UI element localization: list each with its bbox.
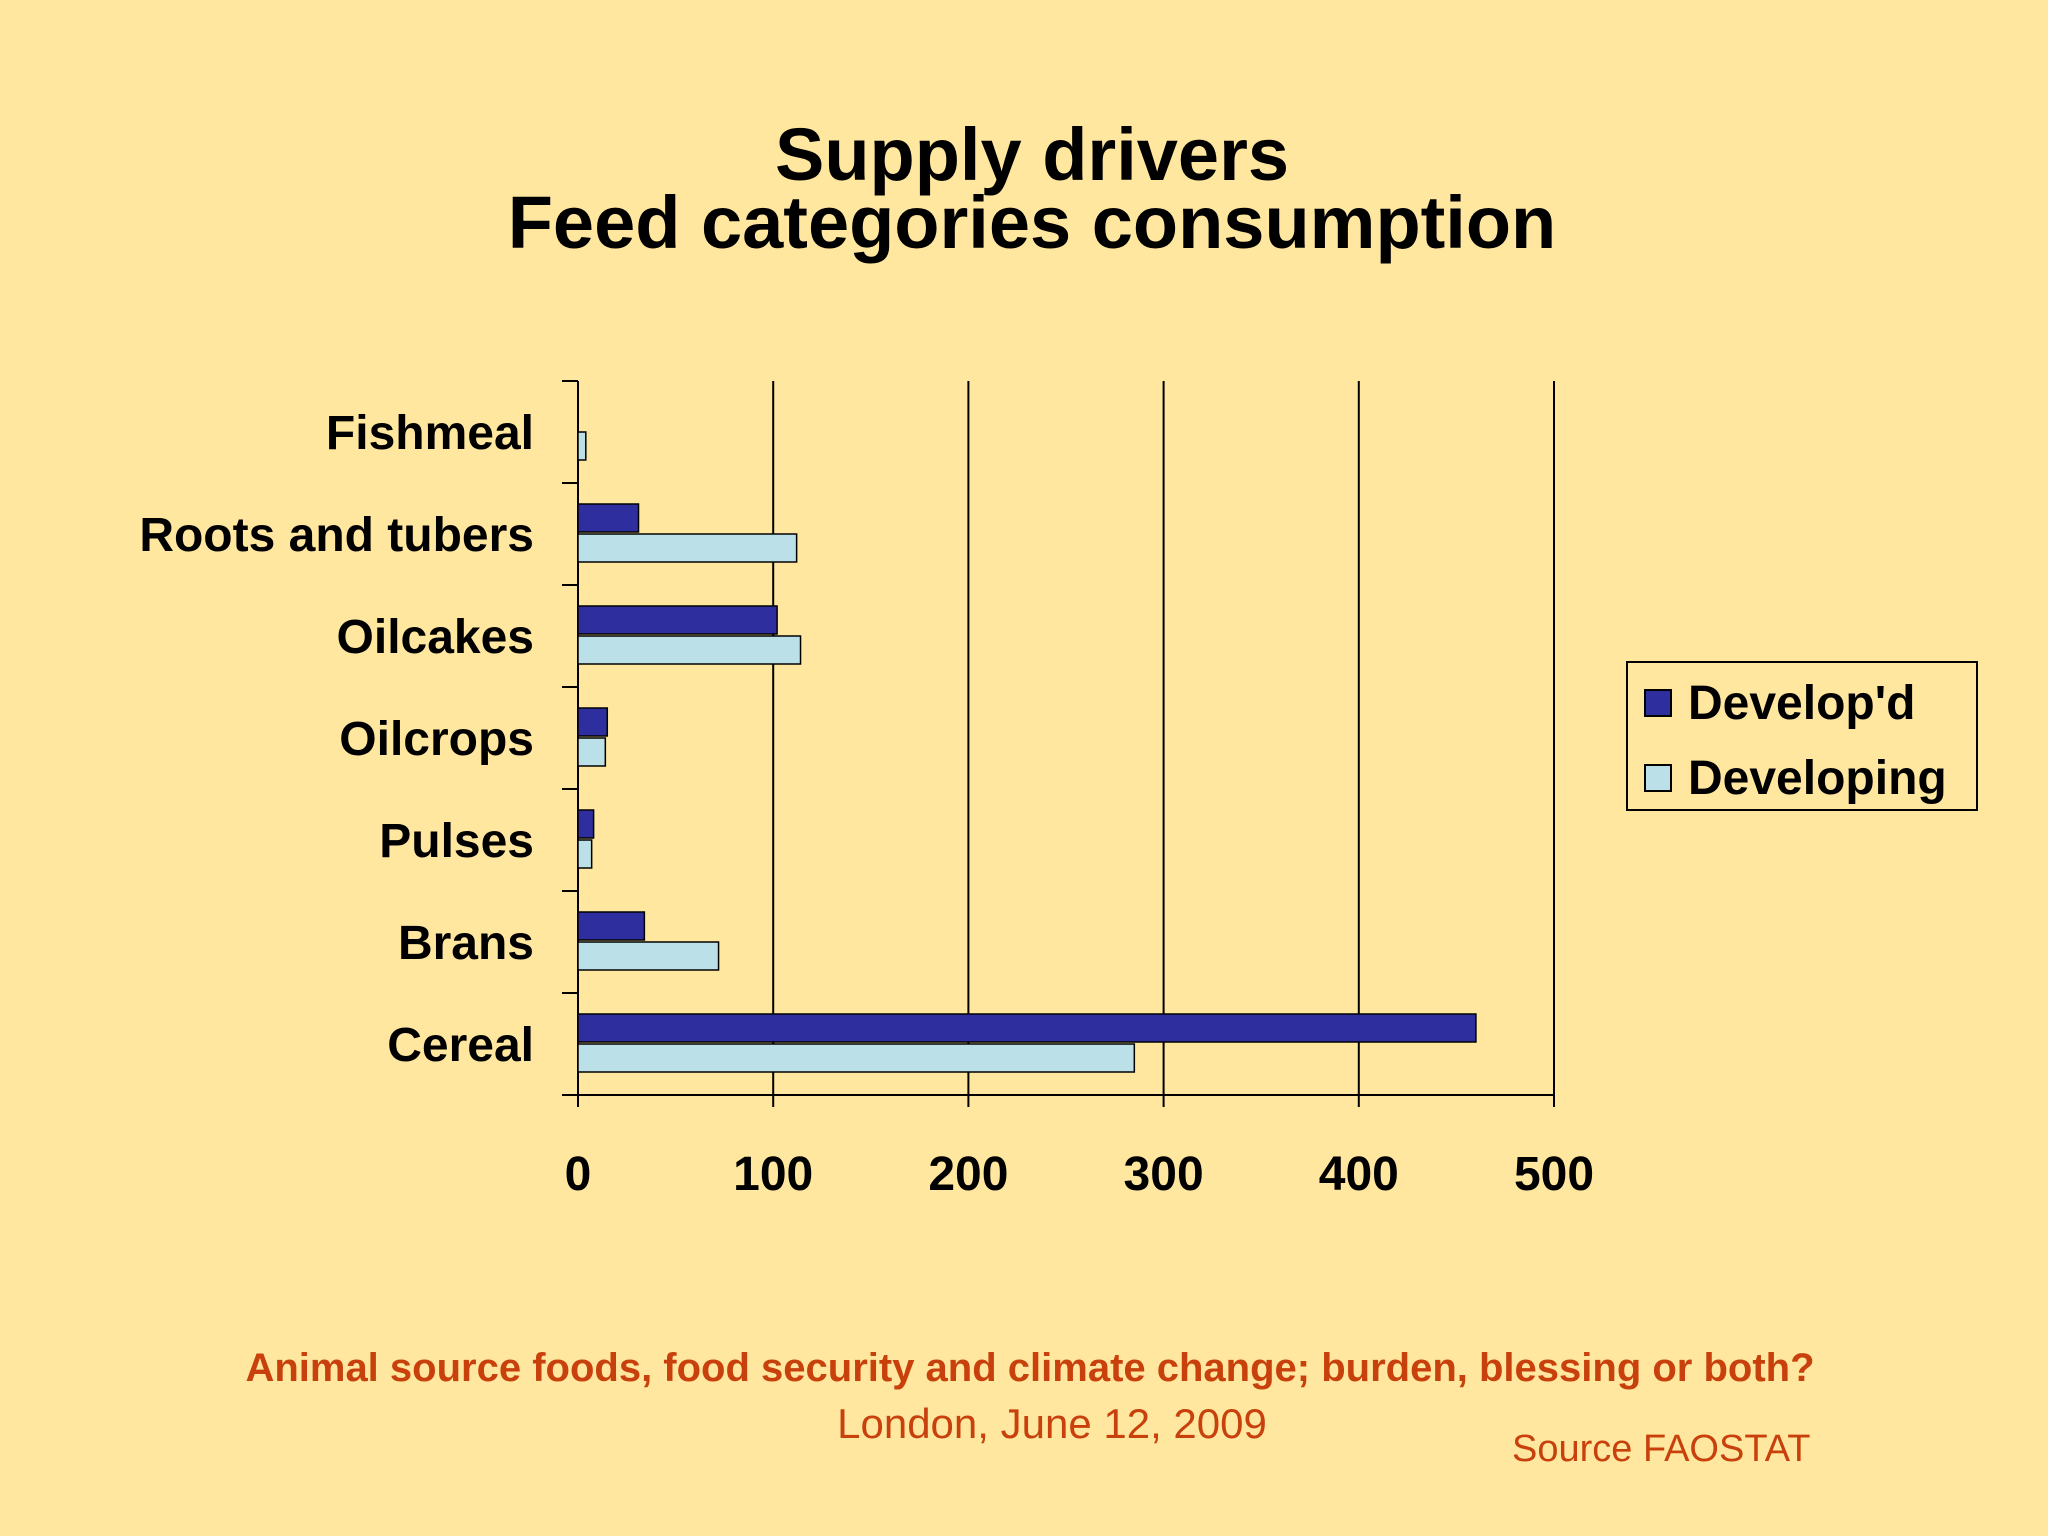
bar-developing [577, 839, 593, 869]
bar-developed [577, 809, 595, 839]
chart-legend: Develop'd Developing [1626, 661, 1978, 811]
legend-item-developing: Developing [1644, 752, 1947, 805]
category-label: Brans [398, 917, 534, 970]
x-tick-label: 300 [1124, 1148, 1204, 1201]
category-label: Fishmeal [326, 407, 534, 460]
bar-developed [577, 1013, 1477, 1043]
x-tick-label: 400 [1319, 1148, 1399, 1201]
category-label: Pulses [379, 815, 534, 868]
x-tick-label: 100 [733, 1148, 813, 1201]
legend-item-developed: Develop'd [1644, 677, 1915, 730]
footer-title: Animal source foods, food security and c… [245, 1346, 1815, 1390]
x-tick-label: 0 [565, 1148, 592, 1201]
legend-swatch-developed [1644, 689, 1672, 717]
category-label: Cereal [387, 1019, 534, 1072]
source-note: Source FAOSTAT [1512, 1428, 1811, 1470]
bar-developing [577, 635, 802, 665]
legend-label-developed: Develop'd [1688, 676, 1916, 730]
bar-developed [577, 707, 609, 737]
bar-developing [577, 533, 798, 563]
bar-developing [577, 737, 607, 767]
bar-developed [577, 503, 640, 533]
bar-developed [577, 605, 778, 635]
chart-title-line1: Supply drivers [774, 113, 1290, 196]
x-tick-label: 500 [1514, 1148, 1594, 1201]
bar-developing [577, 941, 720, 971]
legend-label-developing: Developing [1688, 751, 1947, 805]
category-label: Oilcakes [337, 611, 534, 664]
category-label: Oilcrops [339, 713, 534, 766]
bar-developing [577, 431, 587, 461]
category-label: Roots and tubers [139, 509, 534, 562]
legend-swatch-developing [1644, 764, 1672, 792]
bar-developed [577, 911, 646, 941]
footer-date: London, June 12, 2009 [837, 1400, 1267, 1447]
bar-developing [577, 1043, 1136, 1073]
x-tick-label: 200 [928, 1148, 1008, 1201]
chart-title-line2: Feed categories consumption [507, 181, 1557, 264]
